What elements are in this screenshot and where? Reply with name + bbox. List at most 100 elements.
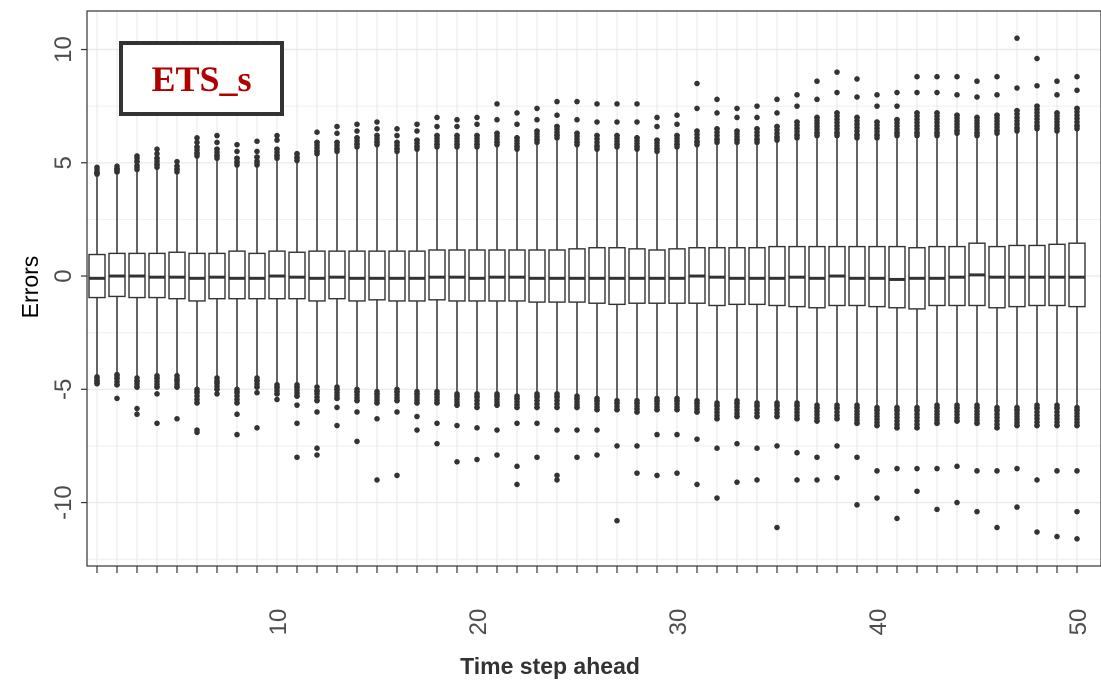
- outlier-point: [214, 391, 220, 397]
- outlier-point: [594, 144, 600, 150]
- outlier-point: [254, 159, 260, 166]
- outlier-point: [554, 427, 560, 433]
- box-step-23: [528, 105, 546, 461]
- outlier-point: [1034, 422, 1040, 429]
- box-step-3: [128, 153, 146, 418]
- outlier-point: [194, 150, 200, 157]
- outlier-point: [974, 508, 980, 515]
- outlier-point: [214, 146, 220, 152]
- iqr-box: [888, 245, 906, 309]
- outlier-point: [954, 112, 960, 119]
- box-step-18: [428, 114, 446, 447]
- outlier-point: [194, 144, 200, 150]
- outlier-point: [1034, 103, 1040, 109]
- outlier-point: [254, 425, 260, 431]
- outlier-point: [494, 101, 500, 107]
- outlier-point: [154, 155, 160, 162]
- outlier-point: [654, 431, 660, 438]
- box-step-43: [928, 73, 946, 513]
- outlier-point: [894, 89, 900, 96]
- outlier-point: [394, 409, 400, 415]
- outlier-point: [954, 418, 960, 424]
- outlier-point: [274, 396, 280, 403]
- outlier-point: [914, 89, 920, 96]
- iqr-box: [388, 250, 406, 302]
- outlier-point: [414, 137, 420, 143]
- outlier-point: [794, 449, 800, 456]
- outlier-point: [834, 110, 840, 116]
- outlier-point: [534, 420, 540, 427]
- outlier-point: [634, 470, 640, 476]
- outlier-point: [474, 393, 480, 399]
- box-step-26: [588, 101, 606, 458]
- outlier-point: [534, 105, 540, 112]
- outlier-point: [674, 397, 680, 404]
- outlier-point: [814, 454, 820, 461]
- outlier-point: [1074, 123, 1080, 130]
- outlier-point: [334, 386, 340, 393]
- outlier-point: [534, 116, 540, 123]
- outlier-point: [434, 132, 440, 139]
- outlier-point: [274, 146, 280, 152]
- outlier-point: [234, 148, 240, 155]
- outlier-point: [494, 393, 500, 399]
- outlier-point: [994, 73, 1000, 80]
- box-step-2: [108, 163, 126, 402]
- outlier-point: [534, 454, 540, 461]
- outlier-point: [594, 397, 600, 404]
- box-step-30: [668, 112, 686, 476]
- outlier-point: [274, 137, 280, 143]
- outlier-point: [874, 103, 880, 109]
- box-step-7: [208, 132, 226, 397]
- outlier-point: [914, 110, 920, 116]
- iqr-box: [588, 247, 606, 304]
- outlier-point: [134, 411, 140, 418]
- iqr-box: [488, 249, 506, 302]
- outlier-point: [874, 406, 880, 413]
- box-step-5: [168, 158, 186, 422]
- outlier-point: [614, 132, 620, 139]
- box-step-15: [368, 119, 386, 483]
- outlier-point: [514, 135, 520, 141]
- box-step-40: [868, 92, 886, 501]
- box-step-46: [988, 73, 1006, 531]
- iqr-box: [288, 251, 306, 300]
- box-step-25: [568, 98, 586, 461]
- outlier-point: [514, 404, 520, 411]
- outlier-point: [974, 114, 980, 121]
- outlier-point: [554, 132, 560, 139]
- box-step-29: [648, 114, 666, 479]
- outlier-point: [914, 488, 920, 495]
- outlier-point: [214, 153, 220, 159]
- box-step-6: [188, 135, 206, 436]
- outlier-point: [694, 409, 700, 415]
- outlier-point: [334, 130, 340, 137]
- outlier-point: [1074, 508, 1080, 515]
- outlier-point: [854, 404, 860, 411]
- outlier-point: [854, 94, 860, 100]
- outlier-point: [514, 463, 520, 470]
- outlier-point: [934, 465, 940, 472]
- outlier-point: [634, 135, 640, 141]
- iqr-box: [748, 247, 766, 306]
- iqr-box: [868, 245, 886, 308]
- outlier-point: [694, 400, 700, 406]
- iqr-box: [768, 245, 786, 307]
- x-tick-label: 10: [265, 609, 292, 636]
- iqr-box: [848, 245, 866, 307]
- outlier-point: [934, 506, 940, 513]
- outlier-point: [94, 379, 100, 386]
- outlier-point: [854, 114, 860, 121]
- outlier-point: [214, 139, 220, 146]
- outlier-point: [554, 98, 560, 105]
- outlier-point: [414, 413, 420, 420]
- outlier-point: [994, 468, 1000, 474]
- outlier-point: [1074, 536, 1080, 542]
- box-step-33: [728, 105, 746, 485]
- outlier-point: [694, 481, 700, 488]
- outlier-point: [694, 105, 700, 112]
- iqr-box: [168, 251, 186, 300]
- series-label-box: ETS_s: [119, 41, 284, 116]
- outlier-point: [994, 524, 1000, 531]
- outlier-point: [654, 472, 660, 479]
